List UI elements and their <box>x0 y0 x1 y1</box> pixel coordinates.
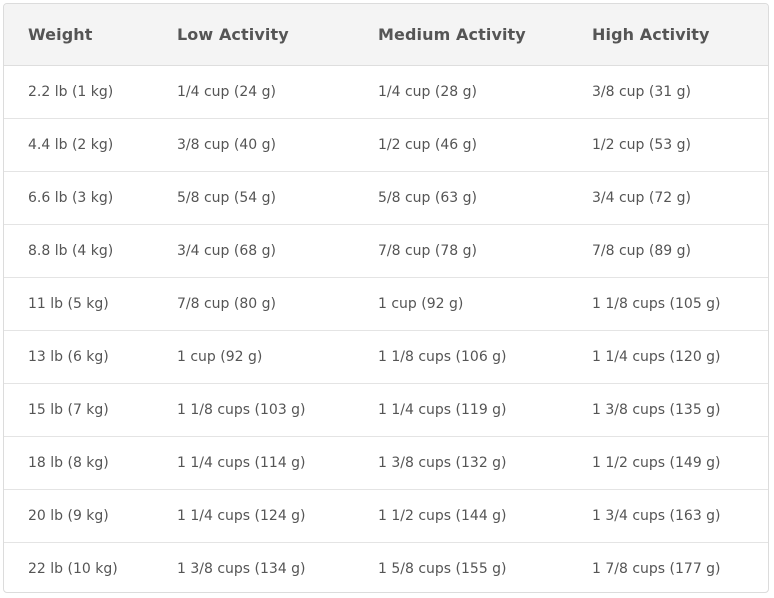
medium-activity-cell: 5/8 cup (63 g) <box>354 171 568 225</box>
table-body: 2.2 lb (1 kg) 1/4 cup (24 g) 1/4 cup (28 g… <box>4 65 768 592</box>
weight-cell: 15 lb (7 kg) <box>4 383 153 437</box>
table-row: 4.4 lb (2 kg) 3/8 cup (40 g) 1/2 cup (46 g… <box>4 118 768 172</box>
table-row: 11 lb (5 kg) 7/8 cup (80 g) 1 cup (92 g) 1 … <box>4 277 768 331</box>
high-activity-cell: 3/8 cup (31 g) <box>568 65 768 119</box>
table-row: 15 lb (7 kg) 1 1/8 cups (103 g) 1 1/4 cups… <box>4 383 768 437</box>
header-high-activity: High Activity <box>568 4 768 66</box>
medium-activity-cell: 1 cup (92 g) <box>354 277 568 331</box>
medium-activity-cell: 1/4 cup (28 g) <box>354 65 568 119</box>
low-activity-cell: 7/8 cup (80 g) <box>153 277 354 331</box>
weight-cell: 13 lb (6 kg) <box>4 330 153 384</box>
table-row: 20 lb (9 kg) 1 1/4 cups (124 g) 1 1/2 cups… <box>4 489 768 543</box>
table-row: 6.6 lb (3 kg) 5/8 cup (54 g) 5/8 cup (63 g… <box>4 171 768 225</box>
low-activity-cell: 5/8 cup (54 g) <box>153 171 354 225</box>
high-activity-cell: 1 1/8 cups (105 g) <box>568 277 768 331</box>
header-row: Weight Low Activity Medium Activity High… <box>4 4 768 66</box>
weight-cell: 6.6 lb (3 kg) <box>4 171 153 225</box>
header-low-activity: Low Activity <box>153 4 354 66</box>
weight-cell: 18 lb (8 kg) <box>4 436 153 490</box>
low-activity-cell: 1 1/8 cups (103 g) <box>153 383 354 437</box>
table-header: Weight Low Activity Medium Activity High… <box>4 4 768 66</box>
weight-cell: 8.8 lb (4 kg) <box>4 224 153 278</box>
weight-cell: 11 lb (5 kg) <box>4 277 153 331</box>
table-row: 2.2 lb (1 kg) 1/4 cup (24 g) 1/4 cup (28 g… <box>4 65 768 119</box>
header-weight: Weight <box>4 4 153 66</box>
weight-cell: 2.2 lb (1 kg) <box>4 65 153 119</box>
high-activity-cell: 1 7/8 cups (177 g) <box>592 560 721 577</box>
high-activity-cell: 3/4 cup (72 g) <box>568 171 768 225</box>
high-activity-cell: 1 1/2 cups (149 g) <box>568 436 768 490</box>
medium-activity-cell: 1 1/8 cups (106 g) <box>354 330 568 384</box>
header-medium-activity: Medium Activity <box>354 4 568 66</box>
weight-cell: 4.4 lb (2 kg) <box>4 118 153 172</box>
table-row: 13 lb (6 kg) 1 cup (92 g) 1 1/8 cups (106 … <box>4 330 768 384</box>
low-activity-cell: 3/4 cup (68 g) <box>153 224 354 278</box>
table-row: 18 lb (8 kg) 1 1/4 cups (114 g) 1 3/8 cups… <box>4 436 768 490</box>
low-activity-cell: 1 1/4 cups (114 g) <box>153 436 354 490</box>
feeding-table: Weight Low Activity Medium Activity High… <box>4 4 768 592</box>
table-row: 22 lb (10 kg) 1 3/8 cups (134 g) 1 5/8 cup… <box>4 542 768 592</box>
weight-cell: 20 lb (9 kg) <box>4 489 153 543</box>
low-activity-cell: 3/8 cup (40 g) <box>153 118 354 172</box>
low-activity-cell: 1 3/8 cups (134 g) <box>177 560 306 577</box>
medium-activity-cell: 1 3/8 cups (132 g) <box>354 436 568 490</box>
low-activity-cell: 1 1/4 cups (124 g) <box>153 489 354 543</box>
high-activity-cell: 1 1/4 cups (120 g) <box>568 330 768 384</box>
weight-cell: 22 lb (10 kg) <box>28 560 118 577</box>
medium-activity-cell: 1 1/4 cups (119 g) <box>354 383 568 437</box>
high-activity-cell: 1 3/8 cups (135 g) <box>568 383 768 437</box>
medium-activity-cell: 1/2 cup (46 g) <box>354 118 568 172</box>
high-activity-cell: 1 3/4 cups (163 g) <box>568 489 768 543</box>
table-row: 8.8 lb (4 kg) 3/4 cup (68 g) 7/8 cup (78 g… <box>4 224 768 278</box>
medium-activity-cell: 7/8 cup (78 g) <box>354 224 568 278</box>
high-activity-cell: 7/8 cup (89 g) <box>568 224 768 278</box>
low-activity-cell: 1/4 cup (24 g) <box>153 65 354 119</box>
feeding-table-container: Weight Low Activity Medium Activity High… <box>3 3 769 593</box>
low-activity-cell: 1 cup (92 g) <box>153 330 354 384</box>
medium-activity-cell: 1 5/8 cups (155 g) <box>378 560 507 577</box>
high-activity-cell: 1/2 cup (53 g) <box>568 118 768 172</box>
medium-activity-cell: 1 1/2 cups (144 g) <box>354 489 568 543</box>
